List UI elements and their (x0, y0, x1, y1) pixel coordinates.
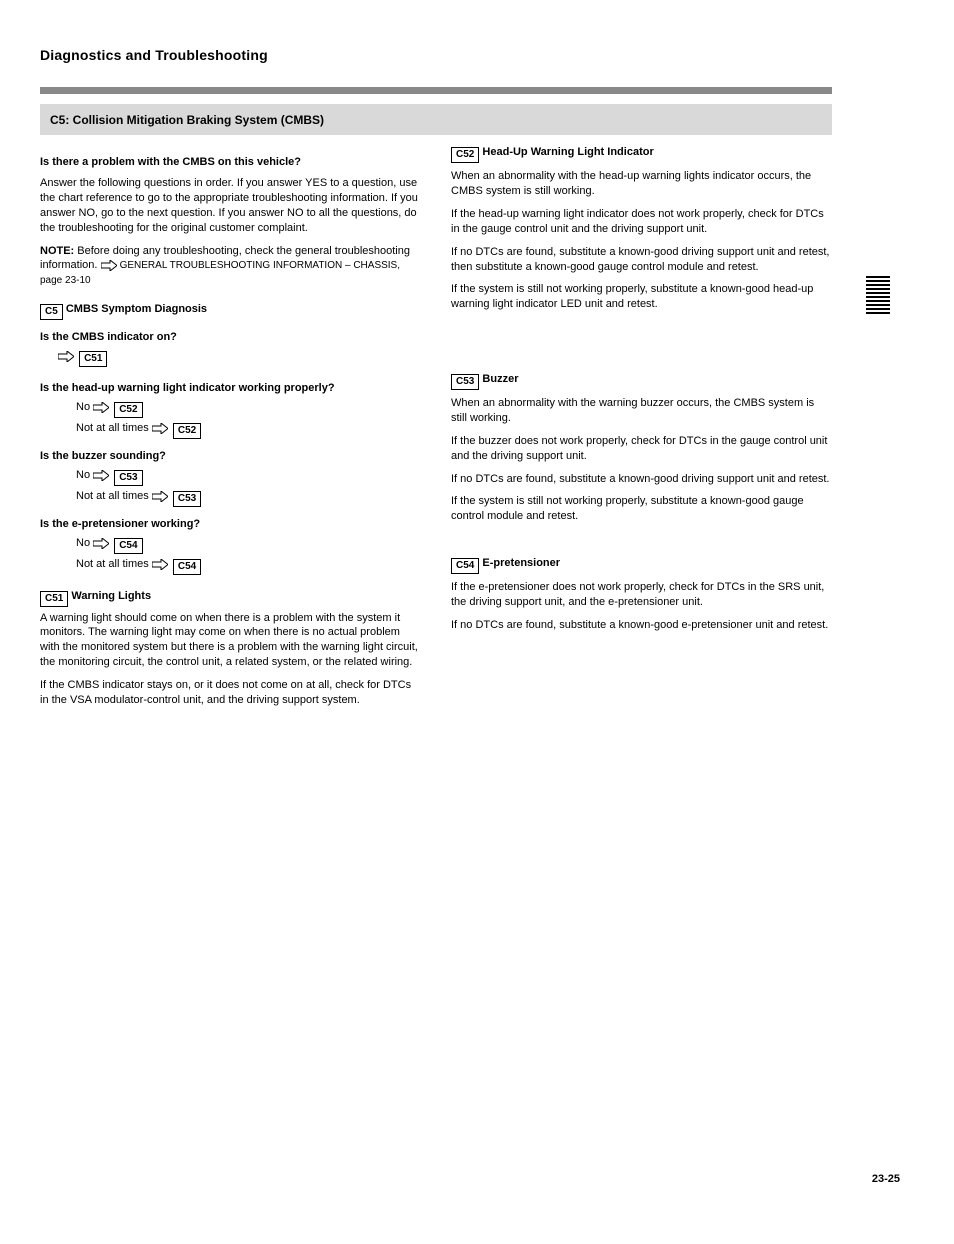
c51-section: C51 Warning Lights A warning light shoul… (40, 589, 421, 708)
ref-label: No (76, 537, 90, 549)
tree-q: Is the head-up warning light indicator w… (40, 381, 421, 396)
tree-heading: C5 CMBS Symptom Diagnosis (40, 302, 421, 320)
c52-item: When an abnormality with the head-up war… (451, 169, 832, 199)
c51-item: If the CMBS indicator stays on, or it do… (40, 678, 421, 708)
ref-label: No (76, 469, 90, 481)
arrow-icon (58, 351, 74, 362)
intro-body: Answer the following questions in order.… (40, 176, 421, 235)
ref-label: Not at all times (76, 558, 149, 570)
tree-q: Is the CMBS indicator on? (40, 330, 421, 345)
arrow-icon (152, 559, 168, 570)
tree-ref: Not at all times C54 (76, 557, 421, 575)
c52-heading: C52 Head-Up Warning Light Indicator (451, 145, 832, 163)
code-badge: C53 (173, 491, 201, 507)
two-column-layout: Is there a problem with the CMBS on this… (40, 145, 832, 715)
tree-subitem: Is the e-pretensioner working? No C54 No… (40, 517, 421, 575)
c52-item: If the head-up warning light indicator d… (451, 207, 832, 237)
c51-item: A warning light should come on when ther… (40, 611, 421, 670)
tree-heading-text: CMBS Symptom Diagnosis (66, 303, 207, 315)
right-column: C52 Head-Up Warning Light Indicator When… (451, 145, 832, 715)
tree-ref: No C52 (76, 400, 421, 418)
title-rule (40, 87, 832, 95)
c53-item: If no DTCs are found, substitute a known… (451, 472, 832, 487)
c54-heading: C54 E-pretensioner (451, 556, 832, 574)
c53-section: C53 Buzzer When an abnormality with the … (451, 372, 832, 524)
section-heading: C5: Collision Mitigation Braking System … (40, 104, 832, 135)
tree-ref: C51 (58, 349, 421, 367)
ref-label: Not at all times (76, 422, 149, 434)
c54-heading-text: E-pretensioner (482, 557, 560, 569)
c52-section: C52 Head-Up Warning Light Indicator When… (451, 145, 832, 312)
code-badge: C54 (451, 558, 479, 574)
thumb-tab-icon (866, 276, 890, 316)
intro-heading: Is there a problem with the CMBS on this… (40, 155, 421, 170)
c53-item: If the system is still not working prope… (451, 494, 832, 524)
arrow-icon (152, 491, 168, 502)
tree-ref: No C54 (76, 536, 421, 554)
code-badge: C53 (114, 470, 142, 486)
c54-item: If no DTCs are found, substitute a known… (451, 618, 832, 633)
left-column: Is there a problem with the CMBS on this… (40, 145, 421, 715)
ref-label: Not at all times (76, 490, 149, 502)
page-canvas: Diagnostics and Troubleshooting C5: Coll… (40, 46, 914, 716)
c51-heading-text: Warning Lights (71, 590, 151, 602)
note-block: NOTE: Before doing any troubleshooting, … (40, 244, 421, 289)
c52-item: If the system is still not working prope… (451, 282, 832, 312)
c53-item: If the buzzer does not work properly, ch… (451, 434, 832, 464)
tree-ref: Not at all times C53 (76, 489, 421, 507)
code-badge: C51 (40, 591, 68, 607)
code-badge: C52 (114, 402, 142, 418)
code-badge: C54 (114, 538, 142, 554)
arrow-icon (93, 538, 109, 549)
ref-label: No (76, 401, 90, 413)
c53-heading: C53 Buzzer (451, 372, 832, 390)
tree-item: Is the CMBS indicator on? C51 Is the hea… (40, 330, 421, 574)
arrow-icon (93, 470, 109, 481)
note-label: NOTE: (40, 245, 74, 257)
tree-section: C5 CMBS Symptom Diagnosis Is the CMBS in… (40, 302, 421, 574)
c53-heading-text: Buzzer (482, 373, 518, 385)
page-title: Diagnostics and Troubleshooting (40, 46, 914, 65)
c54-item: If the e-pretensioner does not work prop… (451, 580, 832, 610)
tree-ref: Not at all times C52 (76, 421, 421, 439)
code-badge: C5 (40, 304, 63, 320)
arrow-icon (152, 423, 168, 434)
arrow-icon (101, 260, 117, 271)
c52-item: If no DTCs are found, substitute a known… (451, 245, 832, 275)
tree-subitem: Is the buzzer sounding? No C53 Not at al… (40, 449, 421, 507)
arrow-icon (93, 402, 109, 413)
code-badge: C52 (173, 423, 201, 439)
tree-subitem: Is the head-up warning light indicator w… (40, 381, 421, 439)
code-badge: C53 (451, 374, 479, 390)
code-badge: C52 (451, 147, 479, 163)
c54-section: C54 E-pretensioner If the e-pretensioner… (451, 556, 832, 633)
code-badge: C54 (173, 559, 201, 575)
c51-heading: C51 Warning Lights (40, 589, 421, 607)
c52-heading-text: Head-Up Warning Light Indicator (482, 146, 653, 158)
tree-q: Is the buzzer sounding? (40, 449, 421, 464)
tree-ref: No C53 (76, 468, 421, 486)
page-number: 23-25 (872, 1172, 900, 1187)
tree-q: Is the e-pretensioner working? (40, 517, 421, 532)
c53-item: When an abnormality with the warning buz… (451, 396, 832, 426)
code-badge: C51 (79, 351, 107, 367)
